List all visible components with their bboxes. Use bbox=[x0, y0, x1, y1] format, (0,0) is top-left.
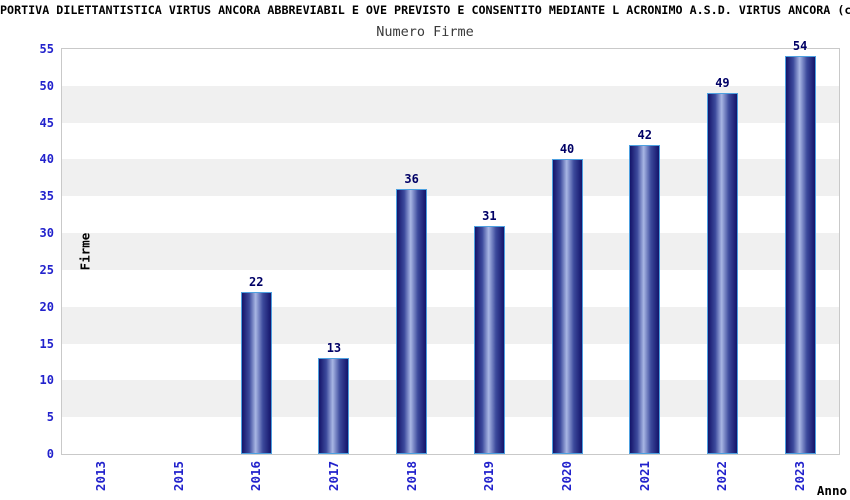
bar-2016 bbox=[240, 292, 272, 454]
bar-2018 bbox=[396, 188, 428, 454]
x-tick-label: 2020 bbox=[559, 460, 575, 492]
y-tick-label: 0 bbox=[46, 447, 54, 461]
y-tick-label: 35 bbox=[39, 189, 54, 204]
y-tick-label: 20 bbox=[39, 299, 54, 314]
bar-2019 bbox=[473, 225, 505, 454]
bar-2022 bbox=[706, 93, 738, 454]
bar-2020 bbox=[551, 159, 583, 454]
x-tick-label: 2023 bbox=[792, 460, 808, 492]
y-tick-label: 45 bbox=[39, 115, 54, 130]
bar-2021 bbox=[629, 144, 661, 454]
chart-subtitle: Numero Firme bbox=[376, 24, 474, 40]
x-tick-label: 2015 bbox=[170, 460, 186, 492]
bar-value-label: 40 bbox=[559, 142, 575, 157]
y-tick-label: 30 bbox=[39, 226, 54, 241]
x-tick-label: 2021 bbox=[636, 460, 652, 492]
chart-title: PORTIVA DILETTANTISTICA VIRTUS ANCORA AB… bbox=[0, 3, 850, 17]
bar-value-label: 22 bbox=[249, 275, 264, 289]
bar-2023 bbox=[784, 56, 816, 454]
bar-value-label: 54 bbox=[792, 39, 808, 54]
y-tick-label: 25 bbox=[39, 262, 54, 277]
x-tick-label: 2022 bbox=[714, 460, 730, 492]
plot-area: 22 13 36 31 40 42 49 54 bbox=[61, 39, 840, 455]
y-tick-label: 15 bbox=[39, 336, 54, 351]
bar-value-label: 31 bbox=[482, 208, 497, 223]
x-tick-label: 2016 bbox=[248, 460, 264, 492]
x-tick-label: 2018 bbox=[403, 460, 419, 492]
y-tick-label: 5 bbox=[46, 410, 54, 425]
y-tick-label: 55 bbox=[39, 42, 54, 56]
y-tick-label: 10 bbox=[39, 373, 54, 388]
x-tick-label: 2013 bbox=[92, 460, 108, 492]
bar-value-label: 36 bbox=[404, 171, 419, 186]
y-tick-label: 40 bbox=[39, 152, 54, 167]
bar-value-label: 13 bbox=[326, 341, 342, 356]
bar-value-label: 42 bbox=[637, 127, 652, 142]
x-tick-label: 2017 bbox=[325, 460, 341, 492]
x-axis-title: Anno bbox=[816, 483, 847, 498]
y-tick-label: 50 bbox=[39, 78, 54, 93]
x-tick-label: 2019 bbox=[481, 460, 497, 492]
y-axis-title: Firme bbox=[77, 232, 93, 271]
bar-2017 bbox=[318, 358, 350, 454]
bar-value-label: 49 bbox=[715, 76, 730, 91]
